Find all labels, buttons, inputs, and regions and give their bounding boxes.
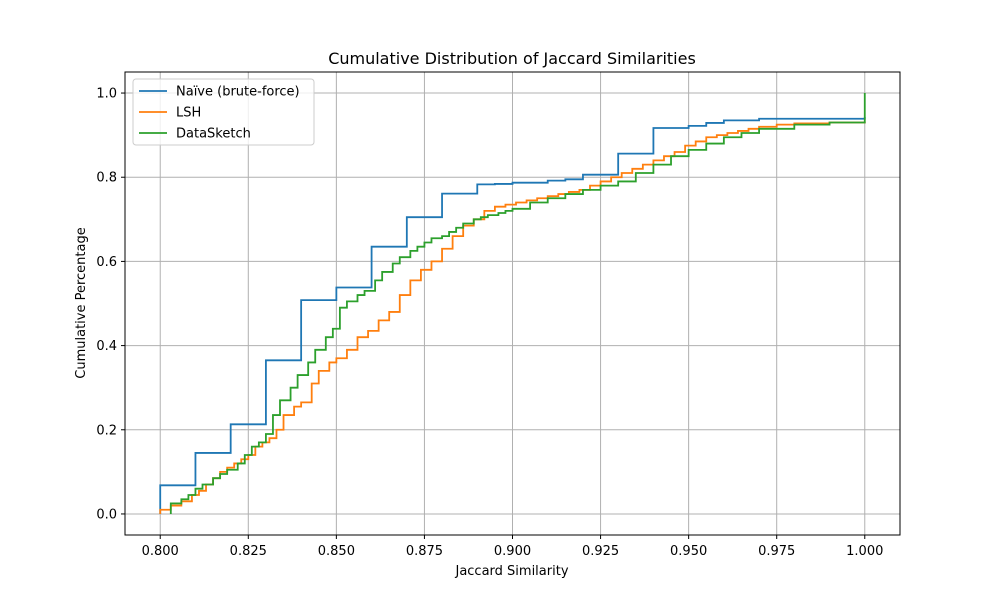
series-line-0 xyxy=(159,117,866,514)
x-tick-label: 0.925 xyxy=(582,544,619,559)
x-tick-label: 0.875 xyxy=(406,544,443,559)
x-tick-label: 0.850 xyxy=(318,544,355,559)
y-axis-ticks: 0.0 0.2 0.4 0.6 0.8 1.0 xyxy=(96,87,125,522)
y-tick-label: 1.0 xyxy=(96,87,117,102)
legend-label-1: LSH xyxy=(176,106,201,121)
y-tick-label: 0.0 xyxy=(96,507,117,522)
grid-lines xyxy=(125,72,900,535)
legend-box xyxy=(132,78,315,146)
series-line-1 xyxy=(159,121,866,514)
x-tick-label: 0.975 xyxy=(758,544,795,559)
y-tick-label: 0.8 xyxy=(96,171,117,186)
legend-label-2: DataSketch xyxy=(176,127,251,142)
x-tick-label: 0.800 xyxy=(142,544,179,559)
legend-label-0: Naïve (brute-force) xyxy=(176,85,300,100)
series-line-2 xyxy=(169,93,866,514)
x-tick-label: 1.000 xyxy=(846,544,883,559)
y-axis-label: Cumulative Percentage xyxy=(74,227,89,378)
y-tick-label: 0.2 xyxy=(96,423,117,438)
x-axis-ticks: 0.800 0.825 0.850 0.875 0.900 0.925 0.950 0.975… xyxy=(142,535,883,559)
y-tick-label: 0.4 xyxy=(96,339,117,354)
x-axis-label: Jaccard Similarity xyxy=(454,564,568,579)
legend: Naïve (brute-force) LSH DataSketch xyxy=(132,78,315,146)
x-tick-label: 0.825 xyxy=(230,544,267,559)
series-layer xyxy=(159,93,866,514)
x-tick-label: 0.950 xyxy=(670,544,707,559)
x-tick-label: 0.900 xyxy=(494,544,531,559)
y-tick-label: 0.6 xyxy=(96,255,117,270)
chart-title: Cumulative Distribution of Jaccard Simil… xyxy=(328,49,696,68)
